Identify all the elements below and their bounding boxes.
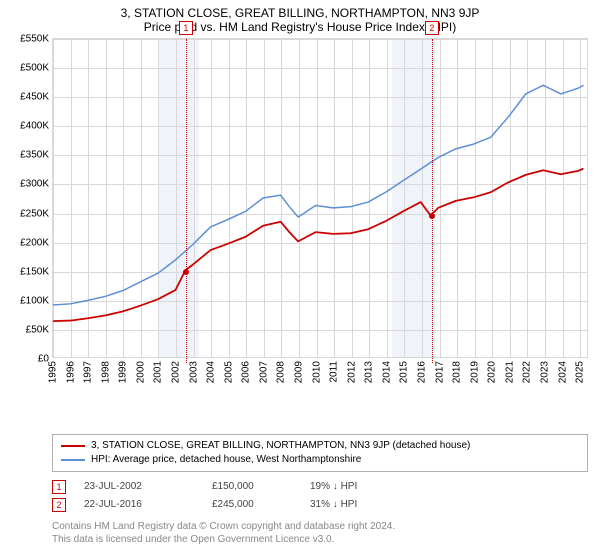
series-line-hpi [53, 85, 583, 305]
x-axis-label: 2000 [135, 361, 146, 383]
x-axis-label: 2017 [434, 361, 445, 383]
y-axis-label: £550K [20, 34, 49, 45]
y-axis-label: £250K [20, 208, 49, 219]
sales-table: 1 23-JUL-2002 £150,000 19% ↓ HPI 2 22-JU… [52, 478, 588, 514]
x-axis-label: 2016 [417, 361, 428, 383]
x-axis-label: 2019 [469, 361, 480, 383]
sale-row-1: 1 23-JUL-2002 £150,000 19% ↓ HPI [52, 478, 588, 496]
x-axis-label: 2024 [557, 361, 568, 383]
x-axis-label: 2023 [540, 361, 551, 383]
x-axis-label: 2013 [364, 361, 375, 383]
x-axis-label: 2005 [223, 361, 234, 383]
sale-marker-flag: 1 [179, 21, 193, 35]
x-axis-label: 2006 [241, 361, 252, 383]
x-axis-label: 2018 [452, 361, 463, 383]
sale-date-1: 23-JUL-2002 [84, 478, 194, 496]
sale-delta-1: 19% ↓ HPI [310, 478, 420, 496]
x-axis-label: 2009 [294, 361, 305, 383]
chart-area: £0£50K£100K£150K£200K£250K£300K£350K£400… [10, 38, 590, 432]
chart-subtitle: Price paid vs. HM Land Registry's House … [10, 20, 590, 34]
sale-point [429, 213, 435, 219]
x-axis-label: 2002 [171, 361, 182, 383]
sale-date-2: 22-JUL-2016 [84, 496, 194, 514]
below-chart-block: 3, STATION CLOSE, GREAT BILLING, NORTHAM… [52, 434, 588, 546]
x-axis-label: 2007 [258, 361, 269, 383]
x-axis-label: 2003 [188, 361, 199, 383]
x-axis-label: 2012 [346, 361, 357, 383]
y-axis-label: £450K [20, 92, 49, 103]
x-axis-label: 2011 [329, 361, 340, 383]
x-axis-label: 2001 [153, 361, 164, 383]
y-axis-label: £200K [20, 237, 49, 248]
legend-swatch-property [61, 445, 85, 447]
plot-region: £0£50K£100K£150K£200K£250K£300K£350K£400… [52, 38, 588, 358]
y-axis-label: £350K [20, 150, 49, 161]
sale-price-2: £245,000 [212, 496, 292, 514]
sale-price-1: £150,000 [212, 478, 292, 496]
x-axis-label: 1997 [83, 361, 94, 383]
x-axis-label: 2025 [575, 361, 586, 383]
y-axis-label: £400K [20, 121, 49, 132]
legend-box: 3, STATION CLOSE, GREAT BILLING, NORTHAM… [52, 434, 588, 472]
x-axis-label: 1999 [118, 361, 129, 383]
y-axis-label: £50K [26, 324, 49, 335]
legend-item-property: 3, STATION CLOSE, GREAT BILLING, NORTHAM… [61, 439, 579, 453]
x-axis-label: 2015 [399, 361, 410, 383]
y-axis-label: £300K [20, 179, 49, 190]
legend-swatch-hpi [61, 459, 85, 461]
x-axis-label: 2008 [276, 361, 287, 383]
series-line-property [53, 169, 583, 322]
sale-point [183, 269, 189, 275]
footer-line1: Contains HM Land Registry data © Crown c… [52, 520, 588, 533]
x-axis-label: 2004 [206, 361, 217, 383]
x-axis-label: 2014 [381, 361, 392, 383]
legend-label-hpi: HPI: Average price, detached house, West… [91, 453, 361, 467]
x-axis-label: 1998 [100, 361, 111, 383]
sale-marker-flag: 2 [425, 21, 439, 35]
sale-delta-2: 31% ↓ HPI [310, 496, 420, 514]
footer: Contains HM Land Registry data © Crown c… [52, 520, 588, 546]
sale-id-box-2: 2 [52, 498, 66, 512]
x-axis-label: 2010 [311, 361, 322, 383]
x-axis-label: 1996 [65, 361, 76, 383]
x-axis-label: 2021 [504, 361, 515, 383]
y-axis-label: £150K [20, 266, 49, 277]
x-axis-label: 1995 [48, 361, 59, 383]
line-layer [53, 39, 587, 357]
x-axis-label: 2022 [522, 361, 533, 383]
x-axis-label: 2020 [487, 361, 498, 383]
y-axis-label: £100K [20, 295, 49, 306]
chart-title-address: 3, STATION CLOSE, GREAT BILLING, NORTHAM… [10, 6, 590, 20]
sale-row-2: 2 22-JUL-2016 £245,000 31% ↓ HPI [52, 496, 588, 514]
sale-id-box-1: 1 [52, 480, 66, 494]
legend-item-hpi: HPI: Average price, detached house, West… [61, 453, 579, 467]
footer-line2: This data is licensed under the Open Gov… [52, 533, 588, 546]
y-axis-label: £500K [20, 63, 49, 74]
chart-container: 3, STATION CLOSE, GREAT BILLING, NORTHAM… [0, 0, 600, 560]
legend-label-property: 3, STATION CLOSE, GREAT BILLING, NORTHAM… [91, 439, 470, 453]
